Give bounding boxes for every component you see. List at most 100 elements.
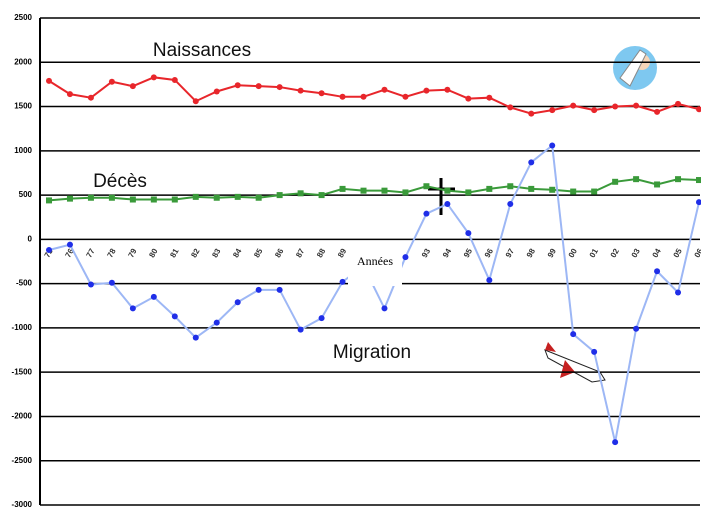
point <box>277 192 283 198</box>
x-tick-label: 85 <box>252 247 265 260</box>
x-tick-label: 84 <box>231 247 244 260</box>
point <box>67 91 73 97</box>
point <box>654 181 660 187</box>
point <box>381 305 387 311</box>
point <box>402 94 408 100</box>
point <box>214 88 220 94</box>
point <box>612 179 618 185</box>
x-tick-label: 94 <box>441 247 454 260</box>
x-tick-label: 96 <box>483 247 496 260</box>
x-tick-label: 81 <box>168 247 181 260</box>
y-tick-label: -1000 <box>12 323 33 332</box>
point <box>549 187 555 193</box>
point <box>570 103 576 109</box>
x-tick-label: 87 <box>294 247 307 260</box>
point <box>465 230 471 236</box>
point <box>256 287 262 293</box>
y-tick-label: 1000 <box>14 146 32 155</box>
point <box>235 299 241 305</box>
x-tick-label: 89 <box>336 247 349 260</box>
x-tick-label: 80 <box>147 247 160 260</box>
x-tick-label: 05 <box>672 247 685 260</box>
point <box>319 315 325 321</box>
point <box>675 176 681 182</box>
point <box>340 94 346 100</box>
x-tick-label: 98 <box>525 247 538 260</box>
point <box>591 107 597 113</box>
x-tick-label: 06 <box>693 247 701 260</box>
point <box>612 439 618 445</box>
point <box>172 197 178 203</box>
point <box>507 104 513 110</box>
x-tick-label: 97 <box>504 247 517 260</box>
point <box>193 335 199 341</box>
point <box>46 197 52 203</box>
x-tick-label: 93 <box>420 247 433 260</box>
point <box>675 101 681 107</box>
point <box>88 282 94 288</box>
point <box>277 84 283 90</box>
point <box>696 177 701 183</box>
annotation: Migration <box>333 342 411 363</box>
y-tick-label: 500 <box>19 190 33 199</box>
point <box>381 87 387 93</box>
x-tick-label: 83 <box>210 247 223 260</box>
plane-body <box>545 350 605 382</box>
point <box>423 211 429 217</box>
point <box>528 186 534 192</box>
point <box>67 196 73 202</box>
point <box>130 305 136 311</box>
point <box>151 74 157 80</box>
point <box>235 194 241 200</box>
point <box>654 109 660 115</box>
point <box>696 199 701 205</box>
point <box>319 192 325 198</box>
point <box>277 287 283 293</box>
point <box>46 78 52 84</box>
chart: -3000-2500-2000-1500-1000-50005001000150… <box>0 0 701 510</box>
point <box>423 88 429 94</box>
point <box>528 111 534 117</box>
point <box>298 88 304 94</box>
point <box>549 107 555 113</box>
x-tick-label: 00 <box>567 247 580 260</box>
x-tick-label: 86 <box>273 247 286 260</box>
point <box>214 195 220 201</box>
x-tick-label: 04 <box>651 247 664 260</box>
y-tick-label: -1500 <box>12 367 33 376</box>
point <box>570 189 576 195</box>
x-tick-label: 88 <box>315 247 328 260</box>
point <box>298 327 304 333</box>
x-tick-label: 78 <box>105 247 118 260</box>
point <box>486 277 492 283</box>
point <box>675 289 681 295</box>
point <box>319 90 325 96</box>
y-tick-label: 2000 <box>14 57 32 66</box>
point <box>172 313 178 319</box>
x-axis-label: Années <box>357 254 393 268</box>
point <box>465 189 471 195</box>
point <box>402 254 408 260</box>
point <box>444 201 450 207</box>
point <box>151 294 157 300</box>
x-tick-label: 01 <box>588 247 601 260</box>
x-tick-label: 77 <box>84 247 97 260</box>
point <box>130 83 136 89</box>
point <box>256 83 262 89</box>
point <box>340 279 346 285</box>
x-tick-label: 95 <box>462 247 475 260</box>
point <box>109 280 115 286</box>
point <box>235 82 241 88</box>
point <box>172 77 178 83</box>
point <box>109 195 115 201</box>
point <box>633 103 639 109</box>
y-tick-label: -2500 <box>12 456 33 465</box>
point <box>381 188 387 194</box>
point <box>214 320 220 326</box>
y-tick-label: 2500 <box>14 13 32 22</box>
point <box>444 87 450 93</box>
point <box>130 197 136 203</box>
point <box>340 186 346 192</box>
point <box>193 98 199 104</box>
point <box>256 195 262 201</box>
